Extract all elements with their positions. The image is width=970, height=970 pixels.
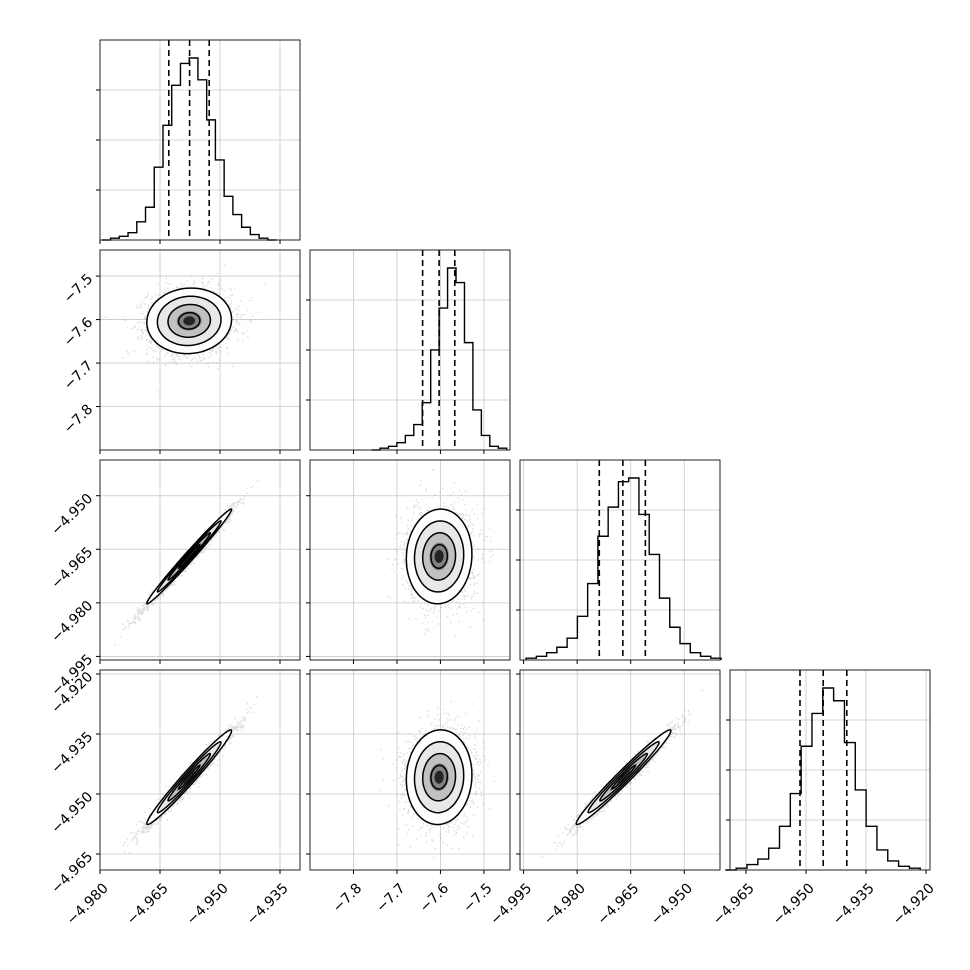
panel-frame [309, 459, 511, 661]
contour-line-1 [421, 532, 457, 581]
x-tick-label: −7.8 [330, 880, 365, 915]
contour-line-0 [610, 764, 637, 790]
x-tick-label: −4.965 [124, 880, 172, 928]
scatter-panel-0-1 [96, 249, 301, 454]
panel-frame [99, 249, 301, 451]
contour-line-1 [421, 752, 457, 802]
x-tick-label: −4.995 [487, 880, 535, 928]
panel-content [123, 696, 258, 854]
panel-content [541, 689, 704, 858]
scatter-panel-0-3 [96, 669, 301, 874]
contour-line-1 [167, 752, 212, 802]
y-tick-label: −4.950 [48, 491, 96, 539]
x-tick-label: −4.980 [64, 880, 112, 928]
x-tick-label: −7.6 [417, 880, 452, 915]
x-tick-label: −4.965 [710, 880, 758, 928]
density-fill [183, 316, 195, 326]
x-tick-label: −4.950 [648, 880, 696, 928]
x-tick-label: −7.5 [460, 880, 495, 915]
y-tick-label: −4.965 [48, 544, 96, 592]
contour-line-3 [405, 729, 473, 826]
x-tick-label: −4.920 [890, 880, 938, 928]
x-tick-label: −4.935 [244, 880, 292, 928]
scatter-panel-1-2 [306, 459, 511, 664]
panel-content [386, 469, 494, 637]
contour-line-1 [167, 303, 212, 339]
contour-line-3 [575, 729, 672, 826]
contour-line-2 [156, 520, 222, 593]
contour-line-3 [146, 508, 233, 605]
contour-line-2 [156, 740, 222, 814]
panel-frame [309, 669, 511, 871]
density-fill [183, 770, 195, 784]
contour-line-0 [430, 543, 449, 570]
panel-content [105, 264, 266, 391]
density-fill [617, 770, 631, 784]
contour-line-2 [413, 520, 465, 593]
scatter-panel-0-2 [96, 459, 301, 664]
x-tick-label: −4.950 [770, 880, 818, 928]
histogram-step-1 [371, 267, 508, 451]
density-fill [183, 549, 195, 563]
density-fill [434, 770, 444, 784]
contour-line-0 [177, 764, 201, 790]
histogram-step-3 [725, 687, 921, 871]
x-tick-label: −4.950 [184, 880, 232, 928]
x-tick-label: −4.935 [830, 880, 878, 928]
contour-line-3 [146, 729, 233, 826]
x-tick-label: −4.965 [595, 880, 643, 928]
contour-line-2 [156, 295, 222, 347]
y-tick-label: −4.980 [48, 598, 96, 646]
contour-line-3 [405, 508, 473, 605]
contour-line-2 [413, 740, 465, 814]
y-tick-label: −4.935 [48, 729, 96, 777]
histogram-panel-3 [725, 669, 931, 874]
contour-line-1 [599, 752, 649, 802]
histogram-panel-0 [96, 39, 301, 244]
panel-frame [99, 669, 301, 871]
contour-line-1 [167, 532, 212, 581]
histogram-panel-2 [516, 459, 722, 664]
y-tick-label: −7.7 [61, 358, 96, 393]
contour-line-0 [430, 764, 449, 790]
density-fill [434, 549, 444, 563]
y-tick-label: −7.5 [61, 271, 96, 306]
histogram-panel-1 [306, 249, 511, 454]
contour-line-0 [177, 543, 201, 570]
y-tick-label: −7.6 [61, 314, 96, 349]
y-tick-label: −4.950 [48, 789, 96, 837]
scatter-panel-1-3 [306, 669, 511, 874]
panel-content [379, 700, 495, 859]
scatter-panel-2-3 [516, 669, 721, 874]
panel-frame [99, 459, 301, 661]
y-tick-label: −4.965 [48, 849, 96, 897]
contour-line-3 [146, 287, 233, 355]
panel-content [114, 480, 259, 646]
x-tick-label: −4.980 [541, 880, 589, 928]
y-tick-label: −7.8 [61, 402, 96, 437]
panel-frame [519, 669, 721, 871]
contour-line-0 [177, 311, 201, 330]
x-tick-label: −7.7 [373, 880, 408, 915]
contour-line-2 [587, 740, 660, 814]
